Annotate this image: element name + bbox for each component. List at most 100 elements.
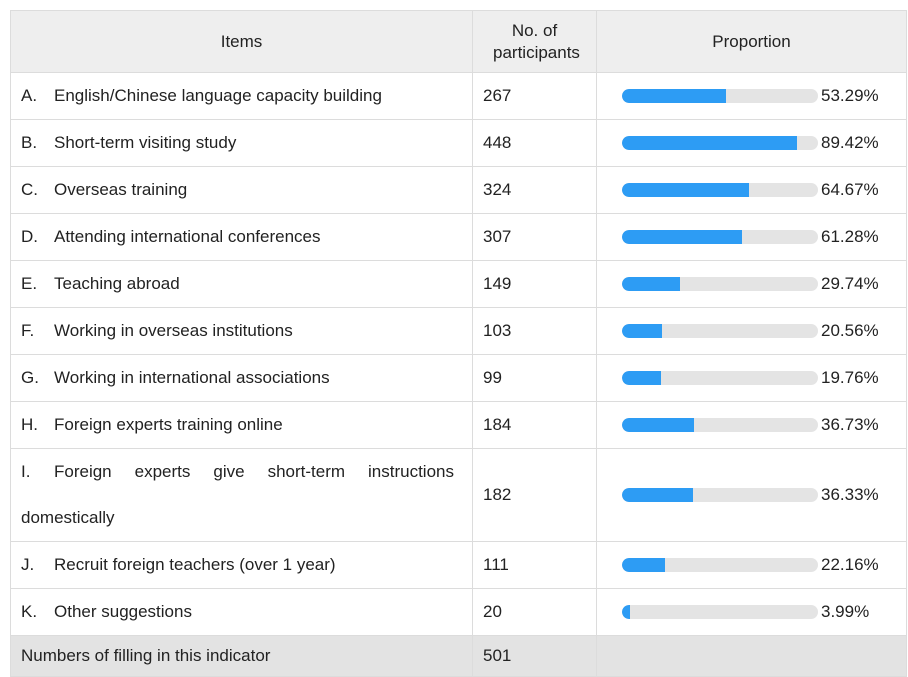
item-cell: B. Short-term visiting study — [10, 119, 473, 167]
item-letter: K. — [21, 602, 38, 621]
footer-count: 501 — [472, 635, 597, 677]
survey-table: Items No. of participants Proportion A. E… — [10, 10, 907, 677]
item-text: Working in international associations — [54, 368, 330, 387]
proportion-cell: 22.16% — [596, 541, 907, 589]
proportion-label: 20.56% — [821, 321, 879, 340]
count-cell: 307 — [472, 213, 597, 261]
proportion-label: 19.76% — [821, 368, 879, 387]
count-cell: 267 — [472, 72, 597, 120]
item-cell: F. Working in overseas institutions — [10, 307, 473, 355]
bar-track — [622, 488, 818, 502]
proportion-label: 22.16% — [821, 555, 879, 574]
item-text: Attending international conferences — [54, 227, 321, 246]
proportion: 20.56% — [597, 321, 906, 341]
table-row: J. Recruit foreign teachers (over 1 year)… — [10, 541, 907, 589]
item-cell: E. Teaching abroad — [10, 260, 473, 308]
bar — [622, 230, 743, 244]
header-row: Items No. of participants Proportion — [10, 10, 907, 73]
count-cell: 149 — [472, 260, 597, 308]
table-row: H. Foreign experts training online 184 36.7… — [10, 401, 907, 449]
count-cell: 20 — [472, 588, 597, 636]
bar-track — [622, 89, 818, 103]
count-cell: 448 — [472, 119, 597, 167]
item-letter: J. — [21, 555, 35, 574]
table-row: A. English/Chinese language capacity buil… — [10, 72, 907, 120]
proportion: 53.29% — [597, 86, 906, 106]
item-text: Working in overseas institutions — [54, 321, 293, 340]
proportion-cell: 29.74% — [596, 260, 907, 308]
item-text: Foreign experts give short-term instruct… — [21, 462, 454, 527]
bar-track — [622, 558, 818, 572]
proportion-label: 29.74% — [821, 274, 879, 293]
table-body: A. English/Chinese language capacity buil… — [10, 72, 907, 677]
header-cell: Proportion — [596, 10, 907, 73]
proportion-label: 36.33% — [821, 485, 879, 504]
item-cell: A. English/Chinese language capacity buil… — [10, 72, 473, 120]
table-row: F. Working in overseas institutions 103 20.… — [10, 307, 907, 355]
item-letter: B. — [21, 133, 38, 152]
bar-track — [622, 371, 818, 385]
proportion: 36.33% — [597, 485, 906, 505]
item-text: Overseas training — [54, 180, 188, 199]
header-cell: Items — [10, 10, 473, 73]
bar-track — [622, 418, 818, 432]
proportion: 22.16% — [597, 555, 906, 575]
item-text: English/Chinese language capacity buildi… — [54, 86, 382, 105]
table-row: K. Other suggestions 20 3.99% — [10, 588, 907, 636]
item-letter: E. — [21, 274, 38, 293]
item-cell: J. Recruit foreign teachers (over 1 year) — [10, 541, 473, 589]
proportion: 64.67% — [597, 180, 906, 200]
count-cell: 182 — [472, 448, 597, 542]
footer-label: Numbers of filling in this indicator — [10, 635, 473, 677]
bar — [622, 418, 694, 432]
proportion-label: 61.28% — [821, 227, 879, 246]
bar — [622, 136, 798, 150]
bar — [622, 371, 661, 385]
count-cell: 184 — [472, 401, 597, 449]
item-text: Other suggestions — [54, 602, 192, 621]
bar — [622, 605, 630, 619]
count-cell: 324 — [472, 166, 597, 214]
table-row: I. Foreign experts give short-term instru… — [10, 448, 907, 542]
proportion-cell: 64.67% — [596, 166, 907, 214]
bar-track — [622, 605, 818, 619]
proportion-cell: 3.99% — [596, 588, 907, 636]
table-row: G. Working in international associations 9… — [10, 354, 907, 402]
proportion: 29.74% — [597, 274, 906, 294]
bar-track — [622, 230, 818, 244]
proportion-cell: 36.33% — [596, 448, 907, 542]
item-text: Recruit foreign teachers (over 1 year) — [54, 555, 336, 574]
item-text: Foreign experts training online — [54, 415, 283, 434]
item-cell: C. Overseas training — [10, 166, 473, 214]
count-cell: 111 — [472, 541, 597, 589]
bar-track — [622, 183, 818, 197]
item-letter: C. — [21, 180, 38, 199]
table-row: C. Overseas training 324 64.67% — [10, 166, 907, 214]
item-cell: D. Attending international conferences — [10, 213, 473, 261]
bar — [622, 183, 749, 197]
proportion: 19.76% — [597, 368, 906, 388]
proportion-label: 53.29% — [821, 86, 879, 105]
item-letter: G. — [21, 368, 39, 387]
proportion-label: 3.99% — [821, 602, 870, 621]
bar-track — [622, 277, 818, 291]
proportion-cell: 19.76% — [596, 354, 907, 402]
item-text: Teaching abroad — [54, 274, 180, 293]
proportion-label: 64.67% — [821, 180, 879, 199]
item-letter: A. — [21, 86, 38, 105]
count-cell: 99 — [472, 354, 597, 402]
count-cell: 103 — [472, 307, 597, 355]
table-row: E. Teaching abroad 149 29.74% — [10, 260, 907, 308]
item-letter: F. — [21, 321, 35, 340]
proportion-label: 89.42% — [821, 133, 879, 152]
item-cell: K. Other suggestions — [10, 588, 473, 636]
item-letter: H. — [21, 415, 38, 434]
item-letter: D. — [21, 227, 38, 246]
item-cell: G. Working in international associations — [10, 354, 473, 402]
bar-track — [622, 136, 818, 150]
proportion-cell: 20.56% — [596, 307, 907, 355]
proportion-cell: 89.42% — [596, 119, 907, 167]
proportion: 36.73% — [597, 415, 906, 435]
proportion: 3.99% — [597, 602, 906, 622]
